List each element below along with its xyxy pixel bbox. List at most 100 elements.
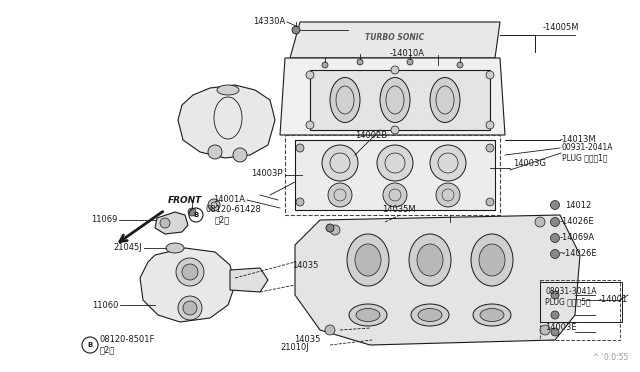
Polygon shape <box>280 58 505 135</box>
Bar <box>540 280 620 340</box>
Circle shape <box>407 59 413 65</box>
Text: ^ '0:0:55: ^ '0:0:55 <box>593 353 628 362</box>
Polygon shape <box>230 268 268 292</box>
Polygon shape <box>295 140 495 210</box>
Circle shape <box>486 144 494 152</box>
Polygon shape <box>290 22 500 58</box>
Circle shape <box>550 218 559 227</box>
Circle shape <box>326 224 334 232</box>
Circle shape <box>377 145 413 181</box>
Text: B: B <box>88 342 93 348</box>
Circle shape <box>188 208 196 216</box>
Ellipse shape <box>349 304 387 326</box>
Text: PLUG プラ（5）: PLUG プラ（5） <box>545 298 591 307</box>
Ellipse shape <box>471 234 513 286</box>
Ellipse shape <box>217 85 239 95</box>
Circle shape <box>457 62 463 68</box>
Text: 21010J: 21010J <box>280 343 308 353</box>
Polygon shape <box>155 212 188 234</box>
Text: 14035M: 14035M <box>382 205 415 215</box>
Circle shape <box>486 71 494 79</box>
Ellipse shape <box>330 77 360 122</box>
Circle shape <box>208 145 222 159</box>
Text: 11060: 11060 <box>92 301 118 310</box>
Bar <box>285 135 500 215</box>
Text: B: B <box>193 212 198 218</box>
Circle shape <box>183 301 197 315</box>
Circle shape <box>535 217 545 227</box>
Circle shape <box>551 311 559 319</box>
Circle shape <box>430 145 466 181</box>
Circle shape <box>486 198 494 206</box>
Circle shape <box>322 145 358 181</box>
Circle shape <box>391 126 399 134</box>
Circle shape <box>330 225 340 235</box>
Circle shape <box>551 328 559 336</box>
Circle shape <box>328 183 352 207</box>
Text: -14005M: -14005M <box>543 23 579 32</box>
Text: 14003G: 14003G <box>513 158 546 167</box>
Text: 14330A: 14330A <box>253 17 285 26</box>
Circle shape <box>296 198 304 206</box>
Circle shape <box>292 26 300 34</box>
Text: （2）: （2） <box>215 215 230 224</box>
Ellipse shape <box>355 244 381 276</box>
Text: PLUG プラ（1）: PLUG プラ（1） <box>562 154 607 163</box>
Circle shape <box>540 325 550 335</box>
Circle shape <box>383 183 407 207</box>
Text: 14003E: 14003E <box>545 324 577 333</box>
Text: 14035: 14035 <box>294 336 320 344</box>
Text: 14012: 14012 <box>565 201 591 209</box>
Ellipse shape <box>380 77 410 122</box>
Text: -14026E: -14026E <box>560 218 595 227</box>
Text: 11069: 11069 <box>91 215 117 224</box>
Text: -14001: -14001 <box>599 295 628 305</box>
Polygon shape <box>178 85 275 158</box>
Text: FRONT: FRONT <box>168 196 202 205</box>
Text: 00931-2041A: 00931-2041A <box>562 144 614 153</box>
Circle shape <box>325 325 335 335</box>
Circle shape <box>296 144 304 152</box>
Text: ~14026E: ~14026E <box>558 250 596 259</box>
Ellipse shape <box>166 243 184 253</box>
Circle shape <box>160 218 170 228</box>
Ellipse shape <box>411 304 449 326</box>
Text: 14002B: 14002B <box>355 131 387 140</box>
Circle shape <box>550 234 559 243</box>
Ellipse shape <box>418 308 442 321</box>
Polygon shape <box>140 248 235 322</box>
Text: 21045J: 21045J <box>113 244 142 253</box>
Circle shape <box>322 62 328 68</box>
Polygon shape <box>310 70 490 130</box>
Text: 08120-8501F: 08120-8501F <box>100 336 156 344</box>
Bar <box>540 282 622 322</box>
Circle shape <box>357 59 363 65</box>
Circle shape <box>178 296 202 320</box>
Circle shape <box>176 258 204 286</box>
Text: -14010A: -14010A <box>390 48 425 58</box>
Circle shape <box>306 71 314 79</box>
Circle shape <box>391 66 399 74</box>
Ellipse shape <box>479 244 505 276</box>
Circle shape <box>208 199 220 211</box>
Ellipse shape <box>430 77 460 122</box>
Text: （2）: （2） <box>100 346 115 355</box>
Circle shape <box>550 201 559 209</box>
Text: 08120-61428: 08120-61428 <box>206 205 262 215</box>
Text: TURBO SONIC: TURBO SONIC <box>365 33 424 42</box>
Circle shape <box>486 121 494 129</box>
Circle shape <box>306 121 314 129</box>
Text: -14069A: -14069A <box>560 234 595 243</box>
Ellipse shape <box>480 308 504 321</box>
Ellipse shape <box>356 308 380 321</box>
Circle shape <box>551 291 559 299</box>
Text: 14001A: 14001A <box>213 196 245 205</box>
Text: 14003P: 14003P <box>252 169 283 177</box>
Ellipse shape <box>417 244 443 276</box>
Circle shape <box>233 148 247 162</box>
Polygon shape <box>295 215 580 345</box>
Circle shape <box>436 183 460 207</box>
Text: 14035: 14035 <box>292 260 318 269</box>
Text: -14013M: -14013M <box>560 135 596 144</box>
Circle shape <box>550 250 559 259</box>
